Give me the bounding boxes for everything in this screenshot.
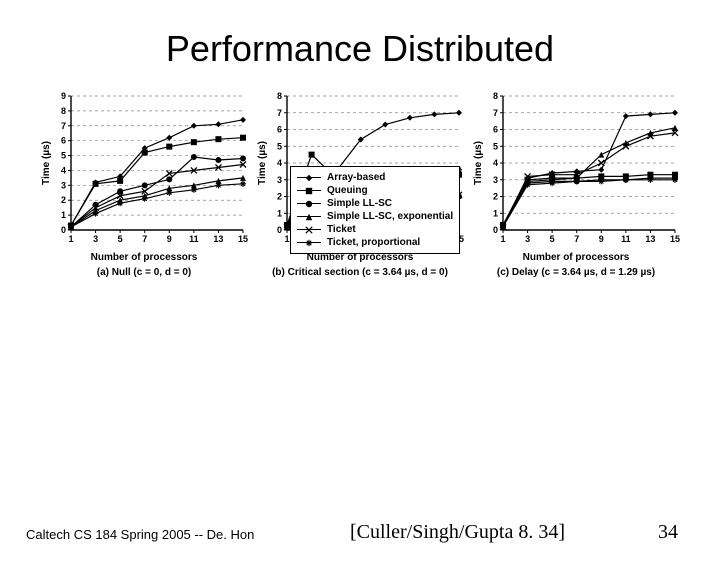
svg-text:5: 5 <box>493 141 498 151</box>
svg-text:Time (µs): Time (µs) <box>473 141 484 185</box>
svg-text:2: 2 <box>277 192 282 202</box>
svg-text:1: 1 <box>284 234 289 244</box>
x-icon <box>297 225 321 235</box>
svg-text:7: 7 <box>61 121 66 131</box>
svg-text:15: 15 <box>670 234 680 244</box>
svg-text:1: 1 <box>493 208 498 218</box>
legend-item: Simple LL-SC <box>297 197 453 210</box>
svg-text:Time (µs): Time (µs) <box>41 141 52 185</box>
svg-text:2: 2 <box>493 192 498 202</box>
svg-text:0: 0 <box>277 225 282 235</box>
svg-text:2: 2 <box>61 195 66 205</box>
svg-text:3: 3 <box>93 234 98 244</box>
svg-text:4: 4 <box>61 165 66 175</box>
svg-text:15: 15 <box>238 234 248 244</box>
svg-text:3: 3 <box>525 234 530 244</box>
citation: [Culler/Singh/Gupta 8. 34] <box>350 521 565 544</box>
svg-text:8: 8 <box>277 91 282 101</box>
legend-item: Ticket <box>297 223 453 236</box>
svg-text:9: 9 <box>61 91 66 101</box>
subplot-caption: (a) Null (c = 0, d = 0) <box>97 267 191 278</box>
svg-text:8: 8 <box>61 106 66 116</box>
svg-text:11: 11 <box>189 234 199 244</box>
legend-label: Ticket, proportional <box>327 236 420 249</box>
svg-text:6: 6 <box>493 125 498 135</box>
asterisk-icon <box>297 238 321 248</box>
slide-title: Performance Distributed <box>0 28 720 70</box>
x-axis-label: Number of processors <box>91 252 198 263</box>
legend-item: Queuing <box>297 184 453 197</box>
svg-text:4: 4 <box>493 158 498 168</box>
svg-text:1: 1 <box>500 234 505 244</box>
svg-text:3: 3 <box>277 175 282 185</box>
diamond-icon <box>297 173 321 183</box>
legend-label: Simple LL-SC, exponential <box>327 210 453 223</box>
svg-text:3: 3 <box>61 180 66 190</box>
svg-text:4: 4 <box>277 158 282 168</box>
page-number: 34 <box>658 521 678 544</box>
svg-text:5: 5 <box>61 151 66 161</box>
svg-text:1: 1 <box>277 208 282 218</box>
svg-text:7: 7 <box>493 108 498 118</box>
svg-text:Time (µs): Time (µs) <box>257 141 268 185</box>
circle-icon <box>297 199 321 209</box>
legend-label: Queuing <box>327 184 368 197</box>
subplot-caption: (c) Delay (c = 3.64 µs, d = 1.29 µs) <box>497 267 655 278</box>
legend: Array-basedQueuingSimple LL-SCSimple LL-… <box>290 166 460 254</box>
legend-item: Array-based <box>297 171 453 184</box>
chart-svg: 012345678913579111315Time (µs) <box>39 90 249 250</box>
svg-text:1: 1 <box>61 210 66 220</box>
svg-text:0: 0 <box>61 225 66 235</box>
svg-text:13: 13 <box>645 234 655 244</box>
svg-text:7: 7 <box>574 234 579 244</box>
chart-svg: 01234567813579111315Time (µs) <box>471 90 681 250</box>
svg-text:6: 6 <box>61 136 66 146</box>
x-axis-label: Number of processors <box>523 252 630 263</box>
svg-text:1: 1 <box>68 234 73 244</box>
subplot: 01234567813579111315Time (µs)Number of p… <box>471 90 681 278</box>
svg-text:5: 5 <box>277 141 282 151</box>
subplot-caption: (b) Critical section (c = 3.64 µs, d = 0… <box>272 267 448 278</box>
subplot: 012345678913579111315Time (µs)Number of … <box>39 90 249 278</box>
svg-text:6: 6 <box>277 125 282 135</box>
svg-text:7: 7 <box>277 108 282 118</box>
legend-label: Ticket <box>327 223 356 236</box>
legend-item: Ticket, proportional <box>297 236 453 249</box>
legend-label: Simple LL-SC <box>327 197 392 210</box>
svg-text:5: 5 <box>118 234 123 244</box>
svg-text:5: 5 <box>550 234 555 244</box>
svg-text:13: 13 <box>213 234 223 244</box>
svg-text:8: 8 <box>493 91 498 101</box>
svg-text:0: 0 <box>493 225 498 235</box>
svg-text:9: 9 <box>167 234 172 244</box>
svg-text:3: 3 <box>493 175 498 185</box>
svg-text:11: 11 <box>621 234 631 244</box>
svg-text:7: 7 <box>142 234 147 244</box>
triangle-icon <box>297 212 321 222</box>
legend-item: Simple LL-SC, exponential <box>297 210 453 223</box>
svg-text:9: 9 <box>599 234 604 244</box>
legend-label: Array-based <box>327 171 385 184</box>
square-icon <box>297 186 321 196</box>
